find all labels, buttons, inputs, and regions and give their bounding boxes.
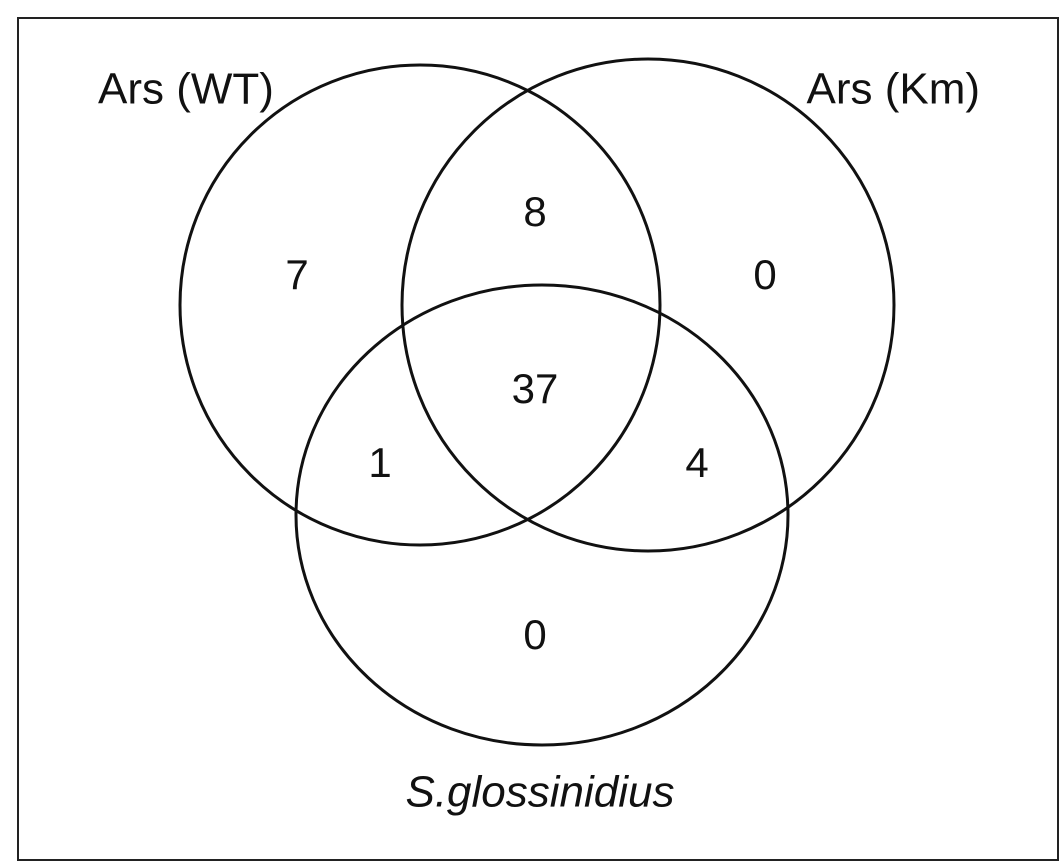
region-count: 1: [368, 439, 391, 486]
region-count: 4: [685, 439, 708, 486]
set-circle-sg: [294, 283, 790, 747]
set-label: Ars (WT): [98, 65, 274, 114]
set-label: S.glossinidius: [405, 768, 674, 817]
region-count: 37: [512, 365, 559, 412]
region-count: 0: [523, 611, 546, 658]
frame: [17, 17, 1059, 861]
set-circle-wt: [178, 63, 662, 547]
region-count: 8: [523, 188, 546, 235]
region-count: 7: [285, 251, 308, 298]
set-label: Ars (Km): [806, 65, 980, 114]
set-circle-km: [400, 57, 896, 553]
region-count: 0: [753, 251, 776, 298]
